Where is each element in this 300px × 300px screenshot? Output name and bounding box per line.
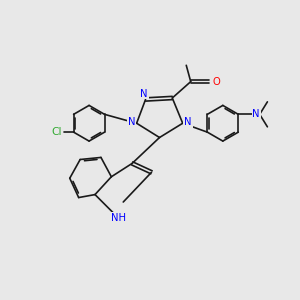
Text: N: N [128, 117, 135, 128]
Text: O: O [213, 76, 220, 87]
Text: N: N [252, 109, 260, 119]
Text: NH: NH [111, 213, 126, 223]
Text: N: N [140, 88, 148, 98]
Text: N: N [184, 117, 192, 128]
Text: Cl: Cl [51, 127, 62, 137]
